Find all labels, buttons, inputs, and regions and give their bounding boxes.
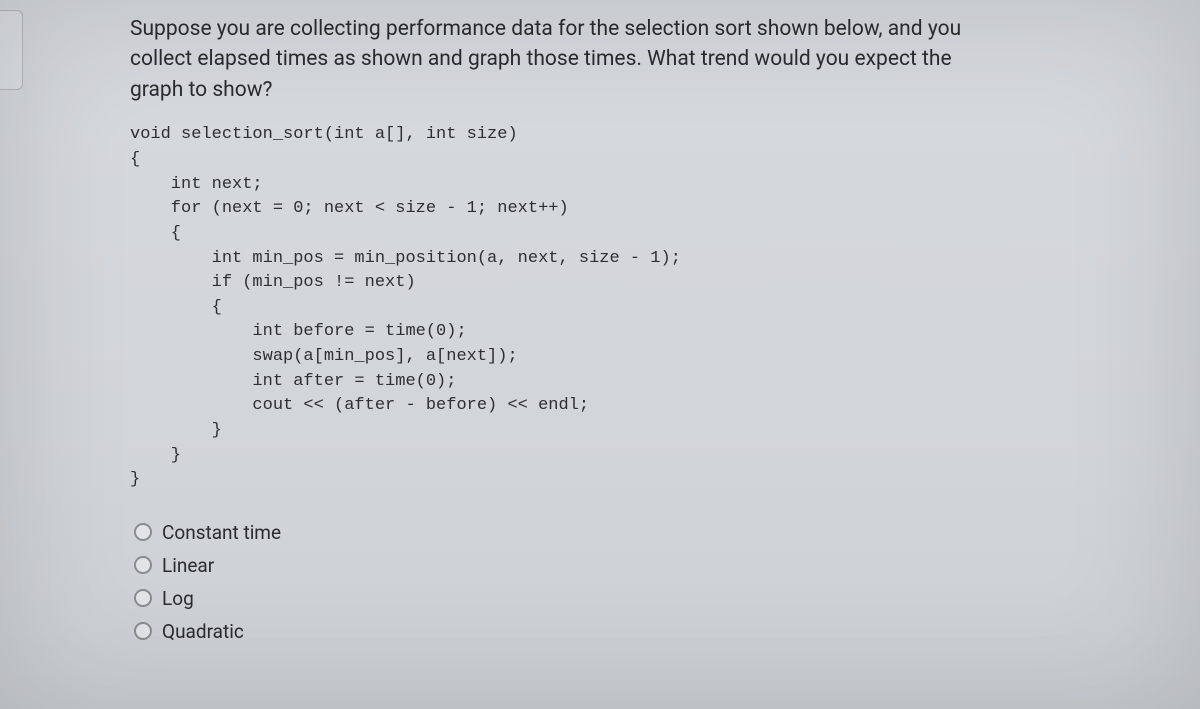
- option-constant-time[interactable]: Constant time: [134, 521, 1160, 544]
- radio-icon: [134, 589, 152, 607]
- option-label: Quadratic: [162, 620, 244, 643]
- option-linear[interactable]: Linear: [134, 554, 1160, 577]
- option-label: Log: [162, 587, 194, 610]
- radio-icon: [134, 556, 152, 574]
- option-log[interactable]: Log: [134, 587, 1160, 610]
- option-label: Linear: [162, 554, 214, 577]
- option-label: Constant time: [162, 521, 281, 544]
- code-block: void selection_sort(int a[], int size) {…: [130, 123, 1160, 493]
- radio-icon: [134, 523, 152, 541]
- question-text: Suppose you are collecting performance d…: [130, 14, 1010, 105]
- answer-options: Constant time Linear Log Quadratic: [134, 521, 1160, 643]
- radio-icon: [134, 622, 152, 640]
- option-quadratic[interactable]: Quadratic: [134, 620, 1160, 643]
- page-tab-edge: [0, 10, 23, 90]
